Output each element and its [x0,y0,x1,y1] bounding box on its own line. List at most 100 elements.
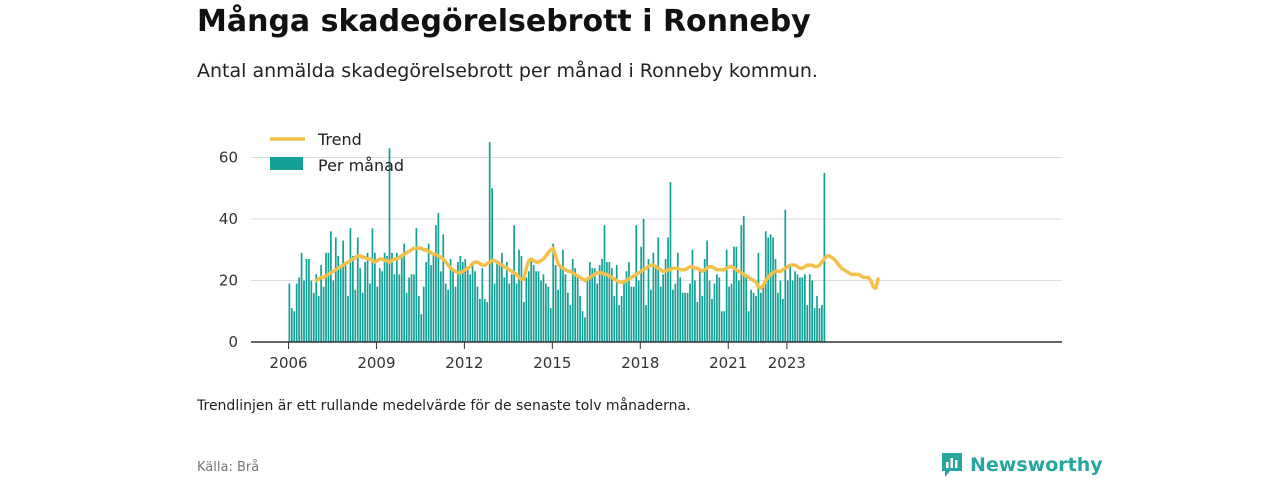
bar [330,231,332,342]
bar [290,308,293,342]
bar [481,268,484,342]
bar [637,280,640,342]
bar [466,268,469,342]
bar [689,283,691,342]
bar [442,234,445,342]
legend-trend-label: Trend [317,130,362,149]
bar [786,280,789,342]
bar [505,262,508,342]
bar [298,277,300,342]
legend: Trend Per månad [270,130,404,175]
bar [601,258,603,342]
bar [740,225,743,342]
source-label: Källa: Brå [197,460,260,475]
bar [608,262,611,342]
bar [628,262,630,342]
bar [657,237,660,342]
bar [356,237,359,342]
x-axis-ticks: 2006 2009 2012 2015 2018 2021 2023 [269,342,806,372]
bar [552,243,555,342]
bar [530,258,533,342]
bar [532,265,535,342]
bar [503,277,506,342]
bar [488,142,491,342]
bar [334,237,337,342]
bar [376,286,379,342]
bar [315,274,318,342]
bar [718,277,721,342]
bar [510,274,513,342]
bar [415,228,418,342]
bar [752,292,755,342]
bar [325,252,327,342]
bar [606,262,608,342]
bar [471,265,474,342]
bar [547,286,550,342]
bar [708,280,711,342]
bar [679,277,682,342]
bar [735,246,738,342]
bar [730,283,733,342]
bar [496,262,498,342]
bar [772,237,774,342]
newsworthy-logo[interactable]: Newsworthy [940,451,1103,479]
bar [662,274,664,342]
bar [535,271,537,342]
bar [564,274,567,342]
bar [818,308,821,342]
bar [405,292,408,342]
bar [513,225,515,342]
y-tick-label: 0 [228,333,238,351]
bar [584,317,586,342]
bar [647,258,650,342]
bar [308,258,310,342]
bar [696,302,699,342]
bar [327,252,330,342]
bar [432,255,435,342]
bar [493,283,496,342]
y-axis-ticks: 0 20 40 60 [219,149,238,352]
bar [417,295,420,342]
bar [430,265,432,342]
bar [344,265,347,342]
bar [369,283,371,342]
bar [630,286,633,342]
bar [398,274,401,342]
bar [393,274,396,342]
bar [320,265,322,342]
bar [515,283,518,342]
bar [738,280,740,342]
bar [562,249,564,342]
bar [593,268,596,342]
bar [618,305,621,342]
bar [635,225,638,342]
bar [322,286,325,342]
bar [799,277,801,342]
bar [808,274,811,342]
bar [571,258,574,342]
bar [654,268,657,342]
bar [598,265,601,342]
bar [816,295,818,342]
bar [300,252,303,342]
bar [312,292,315,342]
bar [750,289,752,342]
bar [501,252,503,342]
bar [342,240,344,342]
bar [288,283,291,342]
bar [459,255,462,342]
bar [410,274,413,342]
bar [554,265,557,342]
bars-series [288,142,826,342]
bar [454,286,457,342]
bar [764,231,767,342]
bar [347,295,349,342]
bar [720,311,723,342]
bar [613,295,616,342]
bar [669,182,672,342]
bar [672,289,674,342]
bar [755,295,757,342]
bar [317,295,320,342]
bar [694,280,696,342]
bar [784,209,787,342]
